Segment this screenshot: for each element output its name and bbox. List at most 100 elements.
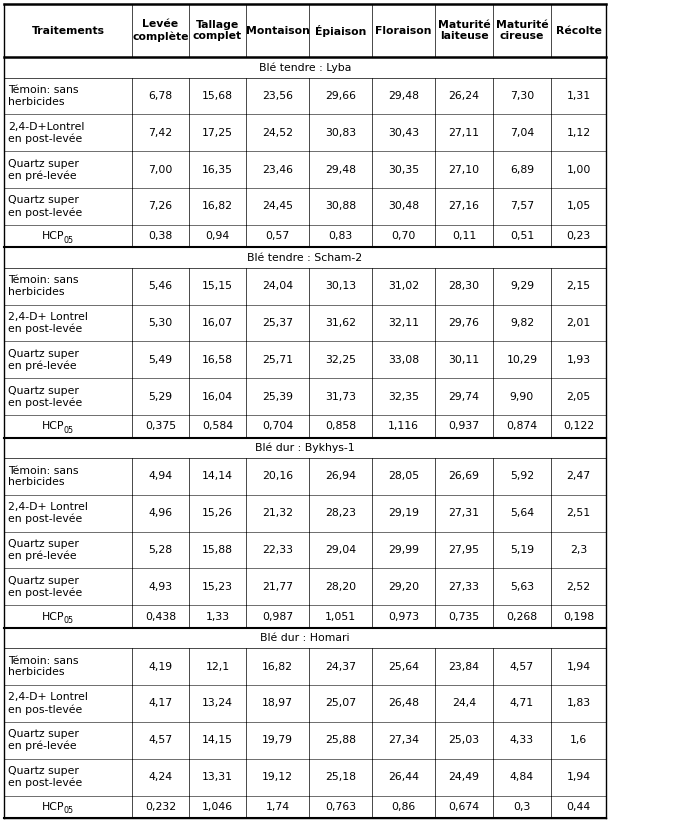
- Text: 29,48: 29,48: [325, 164, 356, 174]
- Text: 28,23: 28,23: [325, 508, 356, 518]
- Text: 0,674: 0,674: [449, 801, 480, 812]
- Text: 0,375: 0,375: [145, 422, 176, 432]
- Text: 05: 05: [64, 426, 74, 435]
- Text: 26,48: 26,48: [388, 699, 419, 709]
- Text: 22,33: 22,33: [262, 545, 293, 555]
- Text: 14,14: 14,14: [202, 472, 233, 482]
- Text: Blé tendre : Scham-2: Blé tendre : Scham-2: [247, 252, 363, 262]
- Text: 0,122: 0,122: [563, 422, 594, 432]
- Text: 25,88: 25,88: [325, 736, 356, 746]
- Text: 1,74: 1,74: [265, 801, 290, 812]
- Text: Quartz super
en post-levée: Quartz super en post-levée: [8, 575, 83, 598]
- Text: 32,35: 32,35: [388, 392, 419, 402]
- Text: 0,973: 0,973: [388, 612, 419, 621]
- Text: 4,17: 4,17: [148, 699, 173, 709]
- Text: 1,6: 1,6: [570, 736, 587, 746]
- Text: 25,37: 25,37: [262, 318, 293, 328]
- Text: 6,78: 6,78: [148, 91, 173, 101]
- Text: 25,07: 25,07: [325, 699, 356, 709]
- Text: 27,16: 27,16: [449, 201, 480, 211]
- Text: 28,20: 28,20: [325, 582, 356, 592]
- Text: 15,15: 15,15: [202, 281, 233, 291]
- Text: 24,37: 24,37: [325, 662, 356, 672]
- Text: Témoin: sans
herbicides: Témoin: sans herbicides: [8, 656, 78, 677]
- Text: 26,44: 26,44: [388, 772, 419, 782]
- Text: 0,735: 0,735: [449, 612, 480, 621]
- Text: 2,15: 2,15: [566, 281, 591, 291]
- Text: 23,56: 23,56: [262, 91, 293, 101]
- Text: 29,48: 29,48: [388, 91, 419, 101]
- Text: 25,18: 25,18: [325, 772, 356, 782]
- Text: 15,26: 15,26: [202, 508, 233, 518]
- Text: 0,57: 0,57: [265, 231, 290, 241]
- Text: 28,05: 28,05: [388, 472, 419, 482]
- Text: 0,86: 0,86: [391, 801, 416, 812]
- Text: Quartz super
en post-levée: Quartz super en post-levée: [8, 386, 83, 408]
- Text: 5,46: 5,46: [148, 281, 173, 291]
- Text: 4,33: 4,33: [510, 736, 534, 746]
- Text: 05: 05: [64, 236, 74, 245]
- Text: 2,3: 2,3: [570, 545, 587, 555]
- Text: 5,29: 5,29: [148, 392, 173, 402]
- Text: 4,84: 4,84: [510, 772, 534, 782]
- Text: 18,97: 18,97: [262, 699, 293, 709]
- Text: 27,31: 27,31: [449, 508, 480, 518]
- Text: 24,4: 24,4: [452, 699, 476, 709]
- Text: Traitements: Traitements: [32, 25, 104, 35]
- Text: 0,23: 0,23: [566, 231, 591, 241]
- Text: 25,71: 25,71: [262, 355, 293, 365]
- Text: 30,35: 30,35: [388, 164, 419, 174]
- Text: 4,93: 4,93: [148, 582, 173, 592]
- Text: HCP: HCP: [41, 612, 64, 621]
- Text: 31,62: 31,62: [325, 318, 356, 328]
- Text: 7,04: 7,04: [510, 128, 534, 138]
- Text: 21,32: 21,32: [262, 508, 293, 518]
- Text: 2,01: 2,01: [566, 318, 591, 328]
- Text: 15,23: 15,23: [202, 582, 233, 592]
- Text: HCP: HCP: [41, 231, 64, 241]
- Text: Blé tendre : Lyba: Blé tendre : Lyba: [259, 62, 351, 72]
- Text: 32,11: 32,11: [388, 318, 419, 328]
- Text: 9,90: 9,90: [510, 392, 534, 402]
- Text: Quartz super
en pré-levée: Quartz super en pré-levée: [8, 539, 79, 561]
- Text: 29,04: 29,04: [325, 545, 356, 555]
- Text: 25,64: 25,64: [388, 662, 419, 672]
- Text: 0,11: 0,11: [452, 231, 476, 241]
- Text: 27,10: 27,10: [449, 164, 480, 174]
- Text: 16,58: 16,58: [202, 355, 233, 365]
- Text: 9,29: 9,29: [510, 281, 534, 291]
- Text: 24,04: 24,04: [262, 281, 293, 291]
- Text: 30,11: 30,11: [449, 355, 480, 365]
- Text: Levée
complète: Levée complète: [132, 20, 189, 42]
- Text: 1,051: 1,051: [325, 612, 356, 621]
- Text: 16,35: 16,35: [202, 164, 233, 174]
- Text: 20,16: 20,16: [262, 472, 293, 482]
- Text: 15,68: 15,68: [202, 91, 233, 101]
- Text: 27,11: 27,11: [449, 128, 480, 138]
- Text: 05: 05: [64, 806, 74, 815]
- Text: 1,94: 1,94: [566, 772, 591, 782]
- Text: 7,57: 7,57: [510, 201, 534, 211]
- Text: 0,3: 0,3: [513, 801, 531, 812]
- Text: 25,03: 25,03: [449, 736, 480, 746]
- Text: 0,937: 0,937: [449, 422, 480, 432]
- Text: 29,66: 29,66: [325, 91, 356, 101]
- Text: Épiaison: Épiaison: [315, 25, 366, 37]
- Text: 16,04: 16,04: [202, 392, 233, 402]
- Text: 6,89: 6,89: [510, 164, 534, 174]
- Text: 05: 05: [64, 616, 74, 625]
- Text: Montaison: Montaison: [246, 25, 309, 35]
- Text: 7,30: 7,30: [510, 91, 534, 101]
- Text: 0,268: 0,268: [506, 612, 538, 621]
- Text: 4,24: 4,24: [148, 772, 173, 782]
- Text: 1,046: 1,046: [202, 801, 233, 812]
- Text: 9,82: 9,82: [510, 318, 534, 328]
- Text: 4,19: 4,19: [148, 662, 173, 672]
- Text: 4,71: 4,71: [510, 699, 534, 709]
- Text: 5,19: 5,19: [510, 545, 534, 555]
- Text: 0,38: 0,38: [148, 231, 173, 241]
- Text: 5,30: 5,30: [148, 318, 173, 328]
- Text: 4,57: 4,57: [510, 662, 534, 672]
- Text: 29,99: 29,99: [388, 545, 419, 555]
- Text: HCP: HCP: [41, 801, 64, 812]
